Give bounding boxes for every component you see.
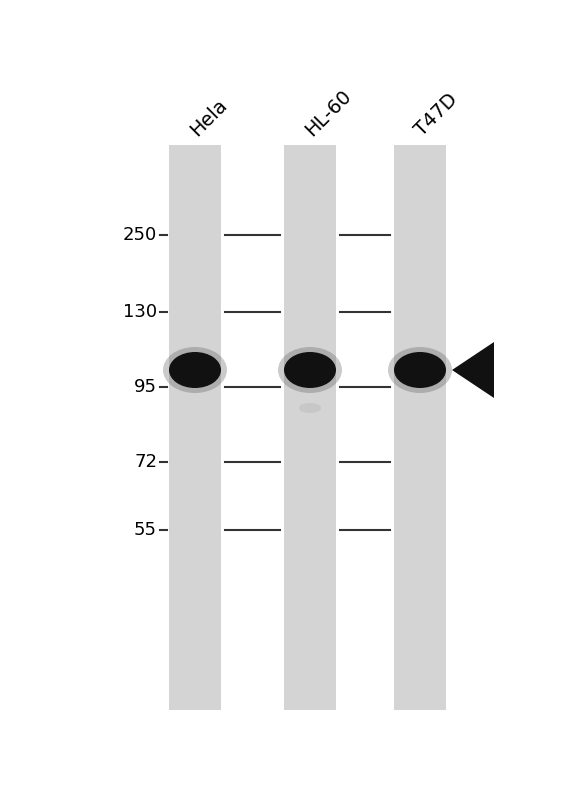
Text: 55: 55 [134,521,157,539]
Text: 130: 130 [123,303,157,321]
Ellipse shape [394,352,446,388]
Text: 72: 72 [134,453,157,471]
Ellipse shape [278,347,342,393]
Text: 250: 250 [123,226,157,244]
Polygon shape [452,342,494,398]
Ellipse shape [388,347,452,393]
Ellipse shape [169,352,221,388]
Bar [394,145,446,710]
Ellipse shape [163,347,227,393]
Ellipse shape [284,352,336,388]
Text: T47D: T47D [411,90,462,140]
Text: HL-60: HL-60 [302,86,355,140]
Text: Hela: Hela [186,95,231,140]
Ellipse shape [299,403,321,413]
Bar [169,145,221,710]
Text: 95: 95 [134,378,157,396]
Bar [284,145,336,710]
